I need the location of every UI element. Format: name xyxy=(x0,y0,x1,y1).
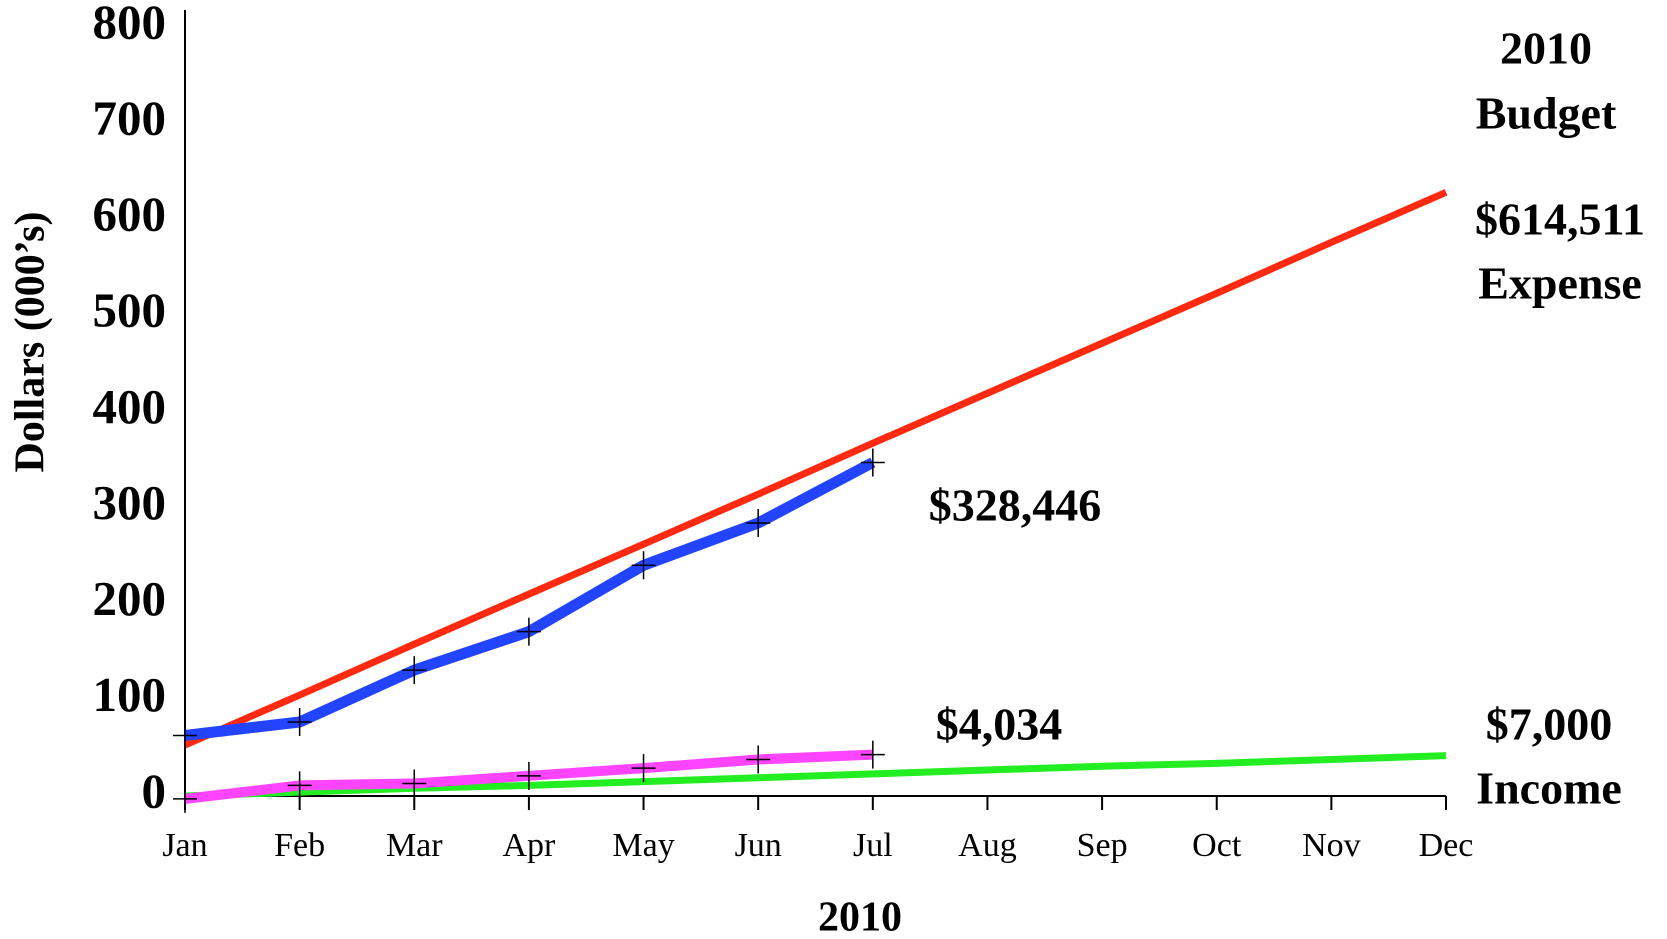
x-tick-label: Jul xyxy=(853,827,893,864)
annotation: $328,446 xyxy=(929,480,1102,531)
point-marker xyxy=(516,617,541,646)
x-tick-label: May xyxy=(612,827,674,864)
series-line xyxy=(184,752,1447,800)
y-tick-label: 100 xyxy=(93,667,167,722)
point-marker xyxy=(516,761,541,790)
x-tick-label: Oct xyxy=(1192,827,1242,864)
y-tick-label: 200 xyxy=(93,571,167,626)
y-tick-label: 800 xyxy=(93,0,167,49)
point-marker xyxy=(402,769,427,798)
annotation: Income xyxy=(1476,763,1622,814)
point-marker xyxy=(860,448,885,477)
point-marker xyxy=(173,721,197,750)
point-marker xyxy=(746,509,771,538)
annotation: $614,511 xyxy=(1475,194,1645,245)
point-marker xyxy=(860,740,885,769)
x-tick-label: Mar xyxy=(386,827,443,864)
x-tick-label: Aug xyxy=(958,827,1017,864)
annotation: $4,034 xyxy=(936,699,1063,750)
y-tick-label: 500 xyxy=(93,283,167,338)
x-tick-label: Jan xyxy=(162,827,207,864)
annotation: 2010 xyxy=(1500,23,1592,74)
x-tick-label: Jun xyxy=(735,827,782,864)
point-marker xyxy=(631,551,656,580)
annotation: $7,000 xyxy=(1486,699,1613,750)
y-tick-label: 0 xyxy=(142,763,167,818)
x-axis-label: 2010 xyxy=(818,895,902,939)
point-marker xyxy=(746,745,771,774)
x-tick-label: Sep xyxy=(1077,827,1128,864)
point-marker xyxy=(173,784,197,813)
point-marker xyxy=(631,754,656,783)
point-marker xyxy=(402,656,427,685)
series-line xyxy=(184,457,876,741)
y-tick-label: 300 xyxy=(93,475,167,530)
y-tick-label: 700 xyxy=(93,90,167,145)
x-tick-label: Feb xyxy=(274,827,325,864)
annotation: Expense xyxy=(1478,258,1642,309)
point-marker xyxy=(287,707,312,736)
series-line xyxy=(183,189,1448,749)
x-tick-label: Apr xyxy=(502,827,556,864)
annotation: Budget xyxy=(1476,88,1617,139)
y-tick-label: 600 xyxy=(93,187,167,242)
x-tick-label: Nov xyxy=(1302,827,1361,864)
y-tick-label: 400 xyxy=(93,379,167,434)
point-marker xyxy=(287,771,312,800)
x-tick-label: Dec xyxy=(1419,827,1474,864)
y-axis-label: Dollars (000’s) xyxy=(8,212,54,473)
